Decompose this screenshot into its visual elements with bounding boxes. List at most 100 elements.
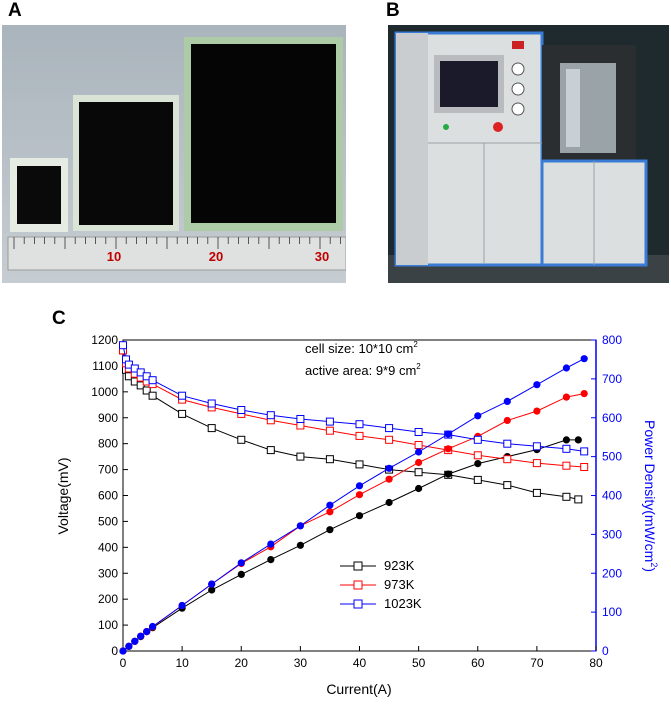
right-tick-label: 700	[602, 372, 622, 386]
voltage-point-923k	[207, 424, 216, 433]
x-axis-label: Current(A)	[326, 681, 391, 697]
power-point-1023k	[143, 628, 151, 636]
station-side-panel	[396, 33, 428, 265]
right-axis-label-sup: 2	[649, 562, 659, 567]
power-point-973k	[580, 390, 588, 398]
power-point-923k	[444, 470, 452, 478]
power-point-973k	[562, 393, 571, 401]
left-axis-label: Voltage(mV)	[55, 457, 71, 534]
legend-label-923k: 923K	[384, 558, 415, 573]
left-tick-label: 0	[111, 644, 118, 658]
power-point-1023k	[503, 397, 511, 405]
station-gauge-3	[511, 102, 525, 116]
power-point-1023k	[580, 355, 588, 363]
small-cell	[17, 166, 61, 224]
legend-marker-973k	[353, 580, 363, 590]
voltage-point-923k	[532, 488, 541, 497]
x-tick-label: 20	[235, 656, 249, 670]
x-tick-label: 0	[120, 656, 127, 670]
station-button-red	[493, 122, 503, 132]
annotation-active-area: active area: 9*9 cm2	[305, 362, 421, 378]
station-indicator-red	[512, 41, 524, 49]
voltage-point-1023k	[296, 415, 305, 423]
voltage-point-973k	[414, 441, 423, 449]
power-point-1023k	[385, 464, 393, 472]
power-point-1023k	[267, 540, 275, 548]
power-point-1023k	[562, 364, 571, 372]
x-tick-label: 10	[175, 656, 189, 670]
right-axis-label: Power Density(mW/cm2)	[642, 420, 659, 572]
annotation-cell-size-sup: 2	[413, 340, 418, 349]
voltage-point-1023k	[207, 399, 216, 408]
station-monitor-screen	[440, 61, 498, 107]
right-tick-label: 800	[602, 333, 622, 347]
power-point-1023k	[296, 522, 304, 530]
voltage-point-1023k	[355, 420, 364, 429]
voltage-point-973k	[385, 435, 394, 444]
voltage-point-923k	[237, 435, 246, 444]
x-tick-label: 40	[353, 656, 367, 670]
power-point-973k	[415, 458, 423, 467]
power-point-1023k	[237, 559, 245, 567]
power-point-973k	[503, 416, 511, 425]
voltage-point-923k	[148, 391, 157, 400]
polarization-chart: 0 10 20 30 40 50 60 70 80 0100200300400500600700…	[55, 333, 659, 697]
medium-cell	[79, 102, 173, 225]
power-point-923k	[237, 570, 245, 578]
x-tick-label: 80	[589, 656, 603, 670]
power-point-973k	[533, 407, 541, 415]
x-tick-label: 50	[412, 656, 426, 670]
ruler-label-30: 30	[315, 249, 329, 264]
voltage-point-1023k	[237, 406, 246, 414]
power-point-923k	[267, 556, 275, 564]
left-tick-label: 1000	[91, 385, 118, 399]
voltage-point-973k	[580, 463, 589, 471]
left-axis-ticks: 0 100 200 300 400 500 600 700 800 900 1000 1100 1200	[91, 333, 128, 658]
voltage-point-923k	[355, 460, 364, 469]
power-point-1023k	[131, 637, 139, 645]
voltage-point-1023k	[178, 391, 187, 400]
left-tick-label: 1100	[92, 359, 118, 373]
x-tick-label: 30	[294, 656, 308, 670]
right-tick-label: 500	[602, 450, 622, 464]
voltage-point-923k	[325, 455, 334, 464]
voltage-point-973k	[473, 451, 482, 460]
power-point-923k	[326, 526, 334, 534]
right-axis-label-end: )	[642, 567, 658, 572]
power-point-1023k	[474, 412, 482, 420]
voltage-point-973k	[532, 459, 541, 468]
station-gauge-1	[511, 62, 525, 76]
ruler-ticks	[13, 237, 341, 249]
left-tick-label: 800	[98, 437, 118, 451]
voltage-point-973k	[355, 431, 364, 440]
right-axis-ticks: 0 100 200 300 400 500 600 700 800	[591, 333, 622, 658]
annotation-cell-size: cell size: 10*10 cm2	[305, 340, 418, 356]
power-point-973k	[444, 445, 452, 453]
power-point-1023k	[137, 632, 145, 640]
power-point-923k	[296, 541, 304, 549]
voltage-point-1023k	[266, 411, 275, 420]
station-furnace-highlight	[566, 69, 580, 147]
panel-label-c: C	[52, 308, 66, 329]
right-tick-label: 100	[602, 605, 622, 619]
legend-marker-1023k	[353, 599, 363, 609]
power-point-1023k	[533, 381, 541, 389]
legend-marker-923k	[353, 561, 363, 571]
voltage-point-1023k	[385, 424, 394, 433]
voltage-point-1023k	[325, 417, 334, 426]
right-tick-label: 200	[602, 566, 622, 580]
left-tick-label: 900	[98, 411, 118, 425]
voltage-point-973k	[562, 461, 571, 470]
right-tick-label: 400	[602, 489, 622, 503]
power-point-923k	[208, 586, 216, 594]
voltage-point-923k	[142, 386, 151, 395]
left-tick-label: 400	[98, 540, 118, 554]
voltage-point-973k	[296, 421, 305, 430]
voltage-point-1023k	[580, 447, 589, 456]
x-axis-ticks: 0 10 20 30 40 50 60 70 80	[120, 646, 603, 670]
power-point-923k	[385, 498, 393, 507]
ruler-label-20: 20	[209, 249, 223, 264]
right-tick-label: 300	[602, 527, 622, 541]
power-point-923k	[474, 460, 482, 468]
annotation-cell-size-text: cell size: 10*10 cm	[305, 341, 413, 356]
